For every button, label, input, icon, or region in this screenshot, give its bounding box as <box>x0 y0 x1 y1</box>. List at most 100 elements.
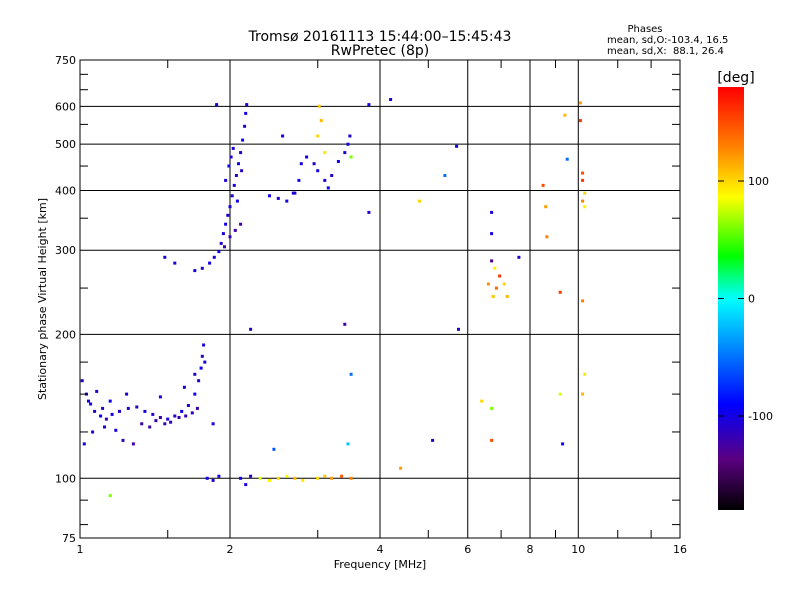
data-point <box>245 103 249 107</box>
data-point <box>224 178 228 182</box>
data-point <box>143 409 147 413</box>
colorbar-label: [deg] <box>717 70 754 86</box>
data-point <box>234 174 238 177</box>
data-point <box>200 266 204 270</box>
y-tick-label: 400 <box>55 184 76 197</box>
data-point <box>565 157 569 161</box>
y-tick-label: 600 <box>55 100 76 113</box>
data-point <box>193 269 197 273</box>
x-tick-label: 10 <box>571 543 585 556</box>
data-point <box>305 155 309 159</box>
data-point <box>195 406 199 410</box>
y-tick-label: 100 <box>55 472 76 485</box>
data-point <box>490 406 494 410</box>
data-point <box>301 478 305 482</box>
data-point <box>418 199 421 203</box>
x-tick-label: 16 <box>673 543 687 556</box>
data-point <box>197 379 201 383</box>
data-point <box>148 425 152 429</box>
data-point <box>490 232 494 236</box>
data-point <box>135 405 139 409</box>
data-point <box>169 420 173 424</box>
data-point <box>217 474 221 478</box>
data-point <box>581 392 585 396</box>
data-point <box>558 290 562 294</box>
x-tick-label: 2 <box>227 543 234 556</box>
data-point <box>118 409 121 413</box>
data-point <box>212 255 216 259</box>
data-point <box>93 409 97 413</box>
data-point <box>217 250 221 254</box>
data-point <box>125 392 129 396</box>
data-point <box>193 392 197 396</box>
data-point <box>249 474 253 478</box>
x-tick-label: 6 <box>464 543 471 556</box>
data-point <box>258 476 262 480</box>
data-point <box>239 222 243 226</box>
data-point <box>215 103 219 107</box>
data-point <box>227 164 231 168</box>
y-tick-label: 500 <box>55 138 76 151</box>
data-point <box>91 430 95 434</box>
data-point <box>561 442 565 446</box>
data-point <box>228 235 232 239</box>
data-point <box>226 213 230 217</box>
data-point <box>110 412 114 416</box>
data-point <box>177 416 181 419</box>
data-point <box>583 372 587 376</box>
data-point <box>200 354 204 358</box>
data-point <box>203 360 207 364</box>
data-point <box>490 438 494 442</box>
data-point <box>224 222 228 226</box>
data-point <box>494 286 498 290</box>
data-point <box>431 438 435 442</box>
data-point <box>349 372 353 376</box>
data-point <box>240 169 244 173</box>
x-tick-label: 4 <box>377 543 384 556</box>
y-tick-label: 75 <box>62 532 76 545</box>
data-points <box>80 98 587 498</box>
data-point <box>173 414 177 418</box>
data-point <box>316 134 320 138</box>
data-point <box>340 474 344 478</box>
data-point <box>99 414 103 418</box>
data-point <box>219 241 223 245</box>
data-point <box>243 124 247 128</box>
data-point <box>190 411 194 415</box>
data-point <box>316 169 320 173</box>
data-point <box>154 419 158 423</box>
data-point <box>281 134 285 138</box>
data-point <box>223 245 226 249</box>
data-point <box>244 111 248 115</box>
y-tick-label: 200 <box>55 328 76 341</box>
data-point <box>108 399 112 403</box>
data-point <box>131 442 135 446</box>
data-point <box>493 266 497 270</box>
colorbar-tick-label: -100 <box>748 410 773 423</box>
data-point <box>486 282 490 286</box>
data-point <box>367 210 371 214</box>
data-point <box>121 438 125 442</box>
data-point <box>230 194 234 198</box>
data-point <box>558 392 562 396</box>
data-point <box>323 474 327 478</box>
data-point <box>399 466 403 470</box>
data-point <box>232 183 236 187</box>
data-point <box>541 183 545 187</box>
data-point <box>268 478 271 482</box>
x-tick-label: 1 <box>77 543 84 556</box>
data-point <box>545 235 549 239</box>
data-point <box>205 476 209 480</box>
data-point <box>581 299 585 303</box>
data-point <box>276 196 280 200</box>
data-point <box>108 494 112 498</box>
data-point <box>114 428 118 432</box>
phases-x-stats: mean, sd,X: 88.1, 26.4 <box>607 46 724 57</box>
data-point <box>244 483 248 487</box>
data-point <box>326 186 330 190</box>
data-point <box>211 422 215 426</box>
data-point <box>563 113 567 117</box>
data-point <box>229 155 233 159</box>
data-point <box>82 442 86 446</box>
